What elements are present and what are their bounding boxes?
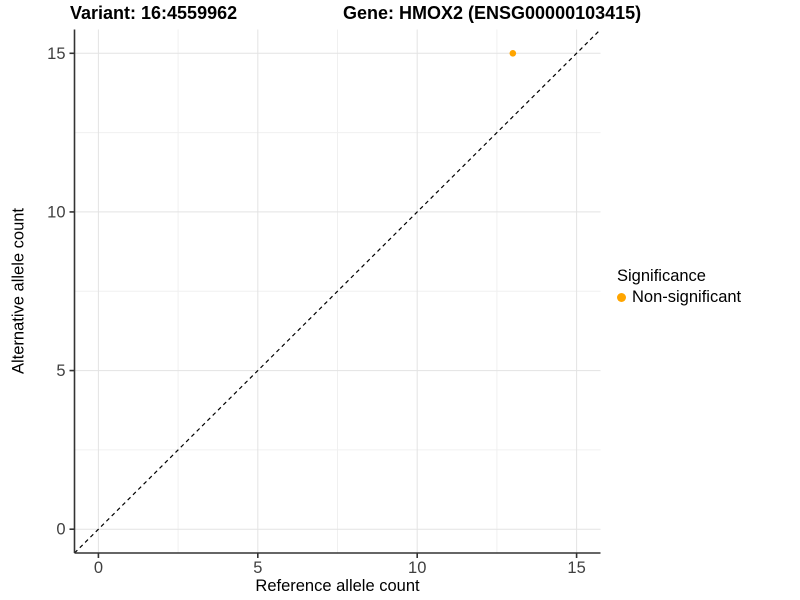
y-tick-label: 10 (47, 203, 65, 221)
legend-title: Significance (617, 267, 706, 285)
y-tick-label: 15 (47, 45, 65, 63)
legend-item-label: Non-significant (632, 288, 742, 306)
x-axis-title: Reference allele count (255, 577, 420, 595)
legend-item-non-significant: Non-significant (617, 288, 741, 307)
x-tick-label: 5 (253, 559, 262, 577)
non-significant-circle-icon (617, 293, 626, 302)
y-tick-label: 0 (56, 521, 65, 539)
data-point (509, 49, 517, 57)
x-tick-label: 0 (94, 559, 103, 577)
y-tick-label: 5 (56, 362, 65, 380)
plot-title-gene: Gene: HMOX2 (ENSG00000103415) (343, 3, 642, 23)
plot-title-variant: Variant: 16:4559962 (70, 3, 238, 23)
x-tick-label: 10 (408, 559, 426, 577)
y-axis-title: Alternative allele count (9, 207, 28, 375)
identity-line (74, 29, 601, 554)
legend: Significance Non-significant (617, 266, 741, 307)
x-tick-label: 15 (567, 559, 585, 577)
